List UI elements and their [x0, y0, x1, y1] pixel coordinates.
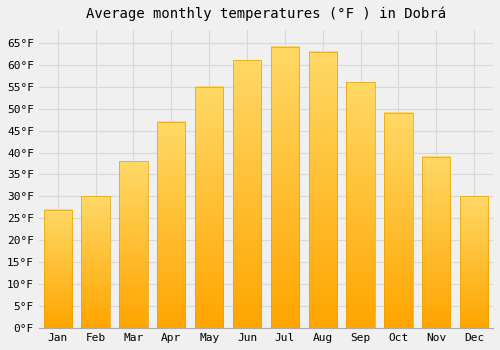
Bar	[384, 113, 412, 328]
Bar	[346, 82, 375, 328]
Bar	[270, 47, 299, 328]
Bar	[460, 196, 488, 328]
Bar	[195, 87, 224, 328]
Bar	[308, 51, 337, 328]
Title: Average monthly temperatures (°F ) in Dobrá: Average monthly temperatures (°F ) in Do…	[86, 7, 446, 21]
Bar	[44, 210, 72, 328]
Bar	[119, 161, 148, 328]
Bar	[82, 196, 110, 328]
Bar	[157, 122, 186, 328]
Bar	[233, 60, 261, 328]
Bar	[422, 157, 450, 328]
